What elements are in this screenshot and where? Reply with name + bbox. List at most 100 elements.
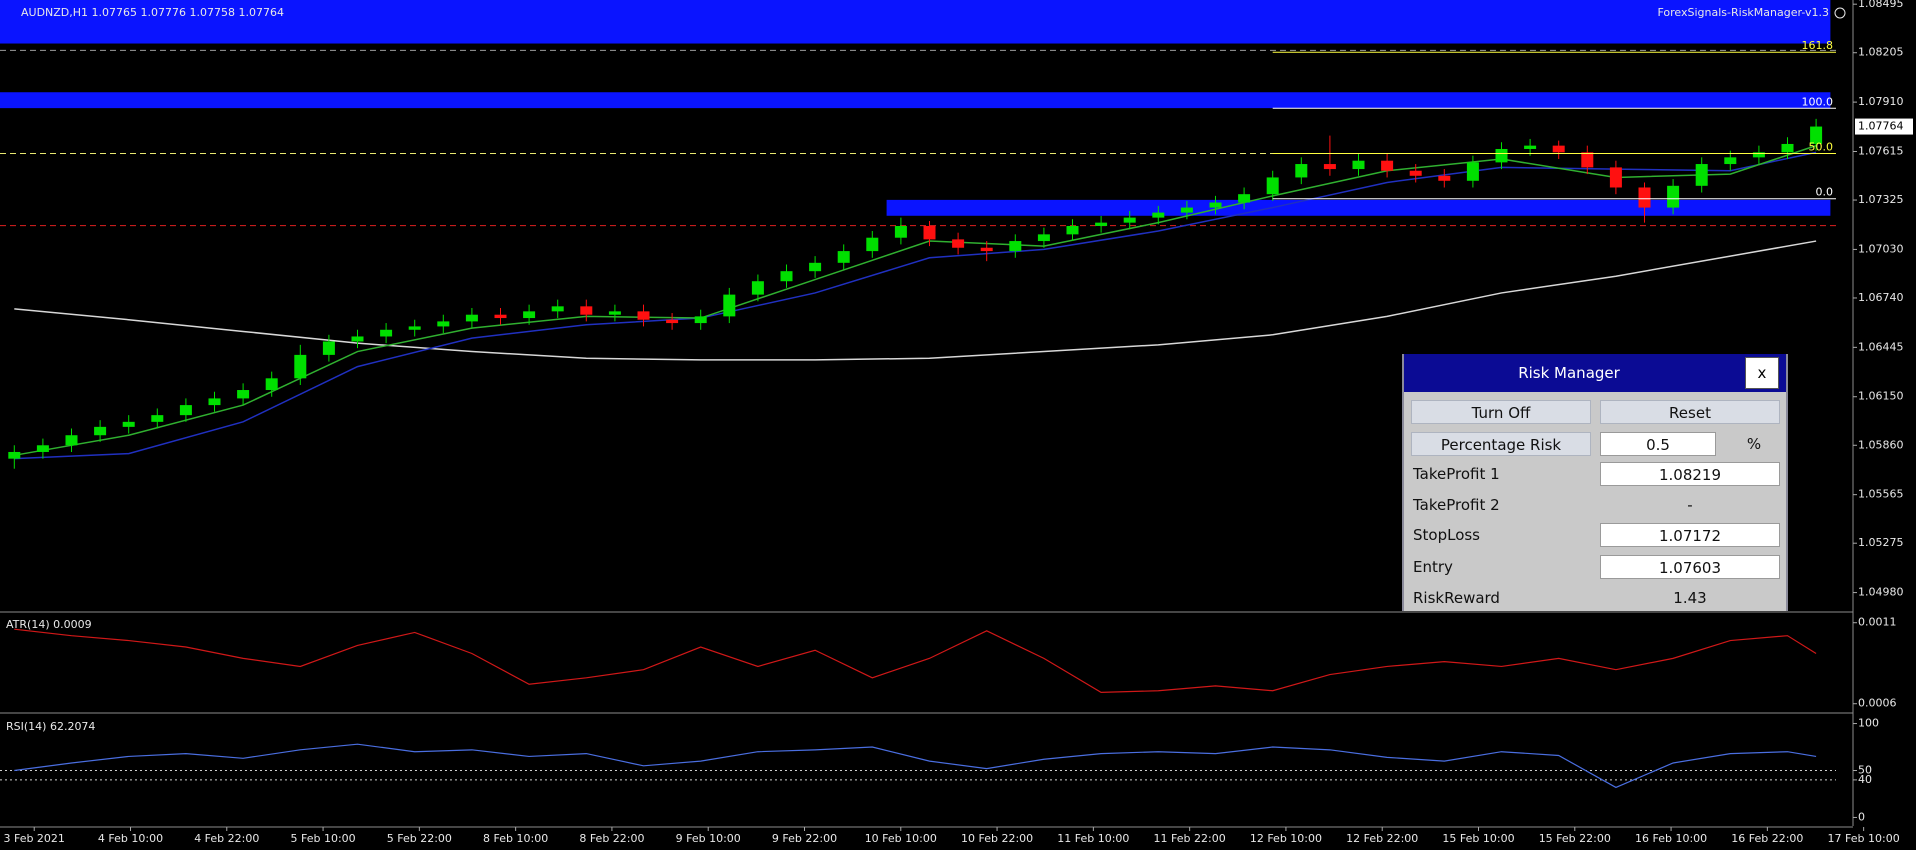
moving-average: [14, 151, 1817, 460]
candle-body: [523, 311, 536, 319]
candle-body: [1152, 212, 1165, 218]
indicator-line: [14, 743, 1817, 789]
y-tick-label: 0.0006: [1858, 697, 1897, 710]
y-tick-label: 1.07615: [1858, 144, 1904, 157]
riskreward-value: 1.43: [1673, 589, 1707, 607]
candle-body: [1323, 164, 1336, 170]
candle-body: [666, 319, 679, 324]
zone: [886, 199, 1831, 216]
time-label: 4 Feb 22:00: [194, 832, 259, 845]
candle-body: [837, 251, 850, 263]
time-label: 16 Feb 10:00: [1635, 832, 1707, 845]
y-tick-label: 1.06740: [1858, 291, 1904, 304]
time-label: 9 Feb 22:00: [772, 832, 837, 845]
candle-body: [408, 326, 421, 330]
candle-body: [1552, 145, 1565, 153]
candle-body: [1638, 187, 1651, 208]
candle-body: [780, 271, 793, 282]
candle-body: [1781, 143, 1794, 153]
indicator-name: ForexSignals-RiskManager-v1.3: [1657, 6, 1829, 19]
row-label: TakeProfit 2: [1413, 496, 1500, 514]
time-label: 3 Feb 2021: [3, 832, 64, 845]
turn-off-button[interactable]: Turn Off: [1411, 400, 1591, 424]
indicator-title: RSI(14) 62.2074: [6, 720, 95, 733]
row-label: StopLoss: [1413, 526, 1481, 544]
time-label: 10 Feb 22:00: [961, 832, 1033, 845]
time-label: 8 Feb 22:00: [579, 832, 644, 845]
y-tick-label: 100: [1858, 717, 1879, 730]
candle-body: [551, 306, 564, 312]
candle-body: [637, 311, 650, 320]
candle-body: [923, 225, 936, 240]
candle-body: [1352, 160, 1365, 170]
candle-body: [580, 306, 593, 315]
candle-body: [866, 237, 879, 252]
fibo-label: 100.0: [1802, 95, 1834, 108]
percentage-risk-button[interactable]: Percentage Risk: [1411, 432, 1591, 456]
candle-body: [265, 378, 278, 391]
y-tick-label: 40: [1858, 773, 1872, 786]
symbol-header: AUDNZD,H1 1.07765 1.07776 1.07758 1.0776…: [21, 6, 284, 19]
close-button[interactable]: x: [1745, 357, 1779, 389]
time-label: 10 Feb 10:00: [865, 832, 937, 845]
reset-button[interactable]: Reset: [1600, 400, 1780, 424]
y-tick-label: 1.07910: [1858, 95, 1904, 108]
y-tick-label: 1.08205: [1858, 46, 1904, 59]
candle-body: [122, 421, 135, 427]
candle-body: [894, 225, 907, 238]
indicator-icon: [1834, 7, 1846, 19]
candle-body: [1295, 164, 1308, 178]
candle-body: [694, 316, 707, 324]
time-label: 11 Feb 10:00: [1057, 832, 1129, 845]
stoploss-input[interactable]: 1.07172: [1600, 523, 1780, 547]
candle-body: [751, 281, 764, 295]
price-tag-label: 1.07764: [1858, 120, 1904, 133]
moving-average: [14, 240, 1817, 361]
time-label: 16 Feb 22:00: [1731, 832, 1803, 845]
price-tag: [1855, 118, 1913, 135]
y-tick-label: 1.08495: [1858, 0, 1904, 10]
time-label: 17 Feb 10:00: [1828, 832, 1900, 845]
candle-body: [1180, 207, 1193, 213]
candle-body: [1438, 175, 1451, 181]
candle-body: [1066, 225, 1079, 235]
y-tick-label: 1.05860: [1858, 438, 1904, 451]
y-tick-label: 1.05565: [1858, 488, 1904, 501]
candle-body: [1009, 241, 1022, 252]
y-tick-label: 1.06150: [1858, 390, 1904, 403]
candle-body: [1209, 202, 1222, 208]
row-label: RiskReward: [1413, 589, 1500, 607]
candle-body: [294, 354, 307, 379]
candle-body: [65, 435, 78, 446]
panel-title: Risk Manager: [1518, 364, 1620, 382]
candle-body: [1123, 217, 1136, 223]
y-tick-label: 1.06445: [1858, 340, 1904, 353]
candle-body: [1095, 222, 1108, 226]
time-label: 5 Feb 22:00: [387, 832, 452, 845]
fibo-label: 161.8: [1802, 39, 1834, 52]
y-tick-label: 0.0011: [1858, 616, 1897, 629]
candle-body: [351, 336, 364, 342]
takeprofit1-input[interactable]: 1.08219: [1600, 462, 1780, 486]
time-label: 12 Feb 10:00: [1250, 832, 1322, 845]
candle-body: [1466, 162, 1479, 181]
candle-body: [1495, 148, 1508, 163]
candle-body: [208, 398, 221, 406]
candle-body: [36, 445, 49, 452]
candle-body: [322, 341, 335, 355]
fibo-label: 0.0: [1816, 186, 1834, 199]
y-tick-label: 1.07030: [1858, 242, 1904, 255]
row-label: Entry: [1413, 558, 1453, 576]
time-label: 9 Feb 10:00: [676, 832, 741, 845]
candle-body: [1409, 170, 1422, 176]
candle-body: [980, 247, 993, 252]
percent-sign: %: [1746, 435, 1762, 453]
candle-body: [1381, 160, 1394, 171]
risk-input[interactable]: 0.5: [1600, 432, 1716, 456]
entry-input[interactable]: 1.07603: [1600, 555, 1780, 579]
candle-body: [809, 262, 822, 272]
candle-body: [1810, 126, 1823, 144]
row-label: TakeProfit 1: [1413, 465, 1500, 483]
candle-body: [94, 426, 107, 436]
